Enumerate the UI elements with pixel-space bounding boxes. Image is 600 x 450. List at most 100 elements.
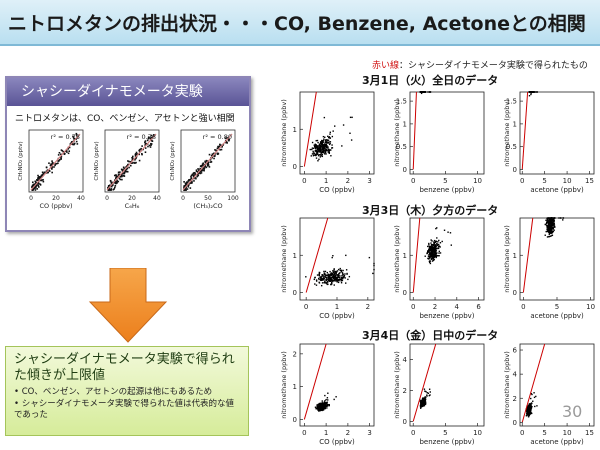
data-point — [553, 219, 555, 222]
data-point — [341, 279, 344, 282]
data-point — [433, 251, 435, 253]
data-point — [529, 91, 531, 93]
data-point — [549, 228, 551, 230]
data-point — [529, 91, 531, 93]
data-point — [443, 229, 446, 231]
data-point — [321, 275, 324, 277]
data-point — [422, 91, 424, 93]
data-point — [421, 404, 423, 406]
mini-data-point — [150, 142, 152, 145]
data-point — [548, 229, 550, 232]
data-point — [526, 407, 528, 409]
data-point — [320, 403, 323, 405]
data-point — [431, 250, 434, 252]
data-point — [419, 404, 422, 407]
data-point — [548, 225, 551, 227]
data-point — [527, 410, 530, 412]
data-point — [423, 91, 425, 93]
data-point — [324, 150, 326, 152]
data-point — [422, 401, 425, 403]
title-bar: ニトロメタンの排出状況・・・CO, Benzene, Acetoneとの相関 — [0, 0, 600, 46]
mini-data-point — [75, 132, 78, 135]
data-point — [528, 406, 530, 408]
data-point — [422, 91, 425, 93]
data-point — [338, 272, 340, 275]
data-point — [529, 91, 531, 93]
mini-data-point — [184, 187, 187, 189]
data-point — [423, 91, 425, 93]
data-point — [340, 269, 343, 272]
mini-data-point — [51, 167, 53, 170]
mini-data-point — [202, 169, 204, 171]
x-tick-label: 0 — [411, 303, 415, 311]
data-point — [337, 281, 340, 284]
data-point — [531, 91, 533, 93]
mini-data-point — [127, 163, 130, 166]
data-point — [317, 407, 319, 409]
data-point — [530, 91, 532, 93]
data-point — [324, 402, 327, 404]
data-point — [545, 230, 547, 233]
data-point — [423, 404, 426, 406]
mini-data-point — [220, 148, 223, 151]
data-point — [423, 91, 425, 93]
data-point — [424, 398, 427, 401]
data-point — [321, 278, 324, 281]
y-tick-label: 0 — [403, 166, 407, 174]
data-point — [528, 91, 530, 93]
data-point — [553, 224, 556, 226]
data-point — [327, 146, 329, 148]
x-tick-label: 10 — [473, 429, 482, 437]
data-point — [421, 399, 423, 402]
data-point — [528, 408, 531, 410]
data-point — [529, 91, 532, 93]
data-point — [529, 408, 531, 410]
data-point — [527, 410, 530, 413]
mini-data-point — [185, 181, 188, 184]
data-point — [530, 91, 533, 93]
data-point — [529, 406, 531, 409]
data-point — [528, 91, 530, 93]
data-point — [421, 91, 423, 93]
data-point — [321, 146, 323, 148]
data-point — [530, 91, 532, 93]
data-point — [431, 246, 434, 248]
data-point — [553, 222, 555, 225]
data-point — [526, 412, 529, 414]
data-point — [319, 148, 321, 151]
data-point — [528, 406, 530, 408]
data-point — [554, 226, 556, 228]
data-point — [420, 400, 422, 403]
data-point — [531, 91, 533, 93]
data-point — [319, 402, 322, 405]
data-point — [434, 249, 436, 251]
data-point — [421, 401, 423, 404]
mini-data-point — [213, 152, 215, 155]
data-point — [318, 407, 320, 409]
data-point — [320, 141, 322, 144]
data-point — [552, 219, 554, 222]
data-point — [527, 412, 529, 414]
data-point — [324, 407, 326, 410]
mini-data-point — [115, 174, 117, 176]
data-point — [328, 151, 331, 154]
data-point — [438, 252, 440, 254]
data-point — [319, 145, 321, 147]
y-tick-label: 2 — [513, 395, 517, 403]
mini-data-point — [144, 142, 147, 145]
data-point — [314, 276, 316, 279]
data-point — [316, 405, 318, 407]
data-point — [548, 223, 550, 225]
data-point — [548, 221, 550, 224]
data-point — [424, 255, 426, 257]
data-point — [420, 91, 422, 93]
mini-data-point — [114, 177, 117, 179]
data-point — [420, 91, 422, 93]
data-point — [322, 408, 324, 411]
data-point — [320, 406, 322, 409]
data-point — [422, 401, 424, 404]
data-point — [530, 91, 532, 93]
data-point — [328, 152, 330, 154]
data-point — [450, 244, 453, 246]
data-point — [321, 405, 324, 408]
